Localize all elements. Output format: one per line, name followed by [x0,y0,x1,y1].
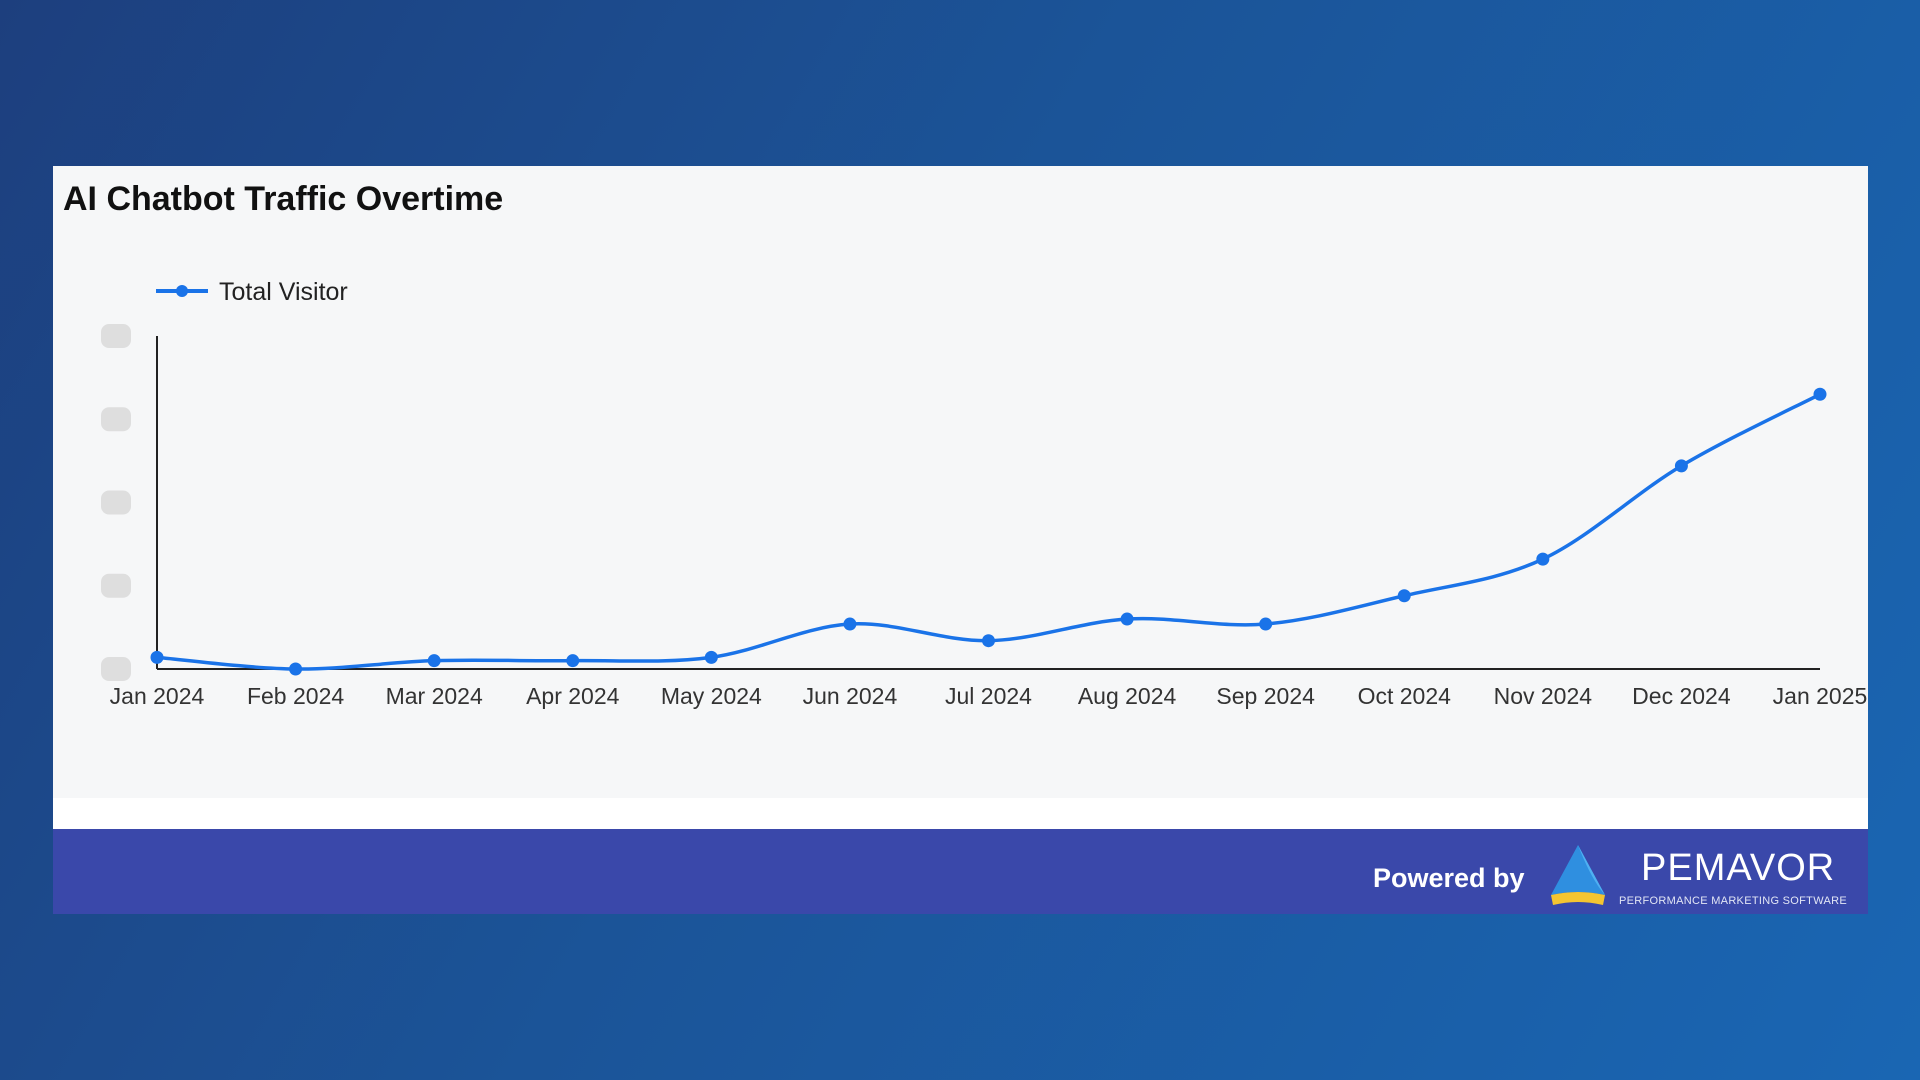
data-point[interactable]: Mar 2024: 2.5 [427,654,441,668]
y-tick-label-obscured [101,573,131,598]
line-chart: Total Visitor Jan 2024: 3.5 Feb 2024: 0 Ma… [101,278,1868,709]
powered-by-label: Powered by [1373,863,1525,893]
x-tick-label: Nov 2024 [1494,683,1593,709]
data-point[interactable]: Jan 2024: 3.5 [150,650,164,664]
data-point[interactable]: Nov 2024: 33 [1536,552,1550,566]
x-tick-label: Dec 2024 [1632,683,1731,709]
x-tick-label: Jun 2024 [803,683,898,709]
legend-point-marker [176,285,188,297]
brand-tagline: PERFORMANCE MARKETING SOFTWARE [1619,895,1847,907]
chart-title: AI Chatbot Traffic Overtime [63,180,504,218]
brand-name: PEMAVOR [1641,847,1836,889]
footer-bar: Powered by PEMAVOR PERFORMANCE MARKETING… [53,829,1868,914]
x-tick-label: Aug 2024 [1078,683,1177,709]
x-tick-label: Feb 2024 [247,683,344,709]
y-tick-label-obscured [101,490,131,515]
x-tick-label: Mar 2024 [386,683,483,709]
data-point[interactable]: Dec 2024: 61 [1674,459,1688,473]
obscured-y-tick-labels [101,324,131,681]
data-point[interactable]: Aug 2024: 15 [1120,612,1134,626]
x-tick-label: Apr 2024 [526,683,620,709]
data-point[interactable]: Jul 2024: 8.5 [982,634,995,648]
series-line-total-visitor [156,392,1821,671]
chart-card: AI Chatbot Traffic Overtime Total Visito… [53,166,1868,798]
y-tick-label-obscured [101,657,131,681]
pemavor-logo-icon [1551,845,1605,905]
card-spacer [53,798,1868,829]
data-point[interactable]: Jun 2024: 13.5 [843,617,857,631]
x-tick-label: May 2024 [661,683,762,709]
data-point[interactable]: May 2024: 3.5 [704,650,718,664]
data-point[interactable]: Sep 2024: 13.5 [1259,617,1273,631]
x-tick-label: Jan 2025 [1773,683,1868,709]
x-tick-label: Sep 2024 [1216,683,1315,709]
data-point[interactable]: Oct 2024: 22 [1397,589,1411,603]
data-point[interactable]: Feb 2024: 0 [289,662,303,676]
x-tick-label: Jan 2024 [110,683,205,709]
chart-legend: Total Visitor [156,278,348,306]
legend-label-total-visitor: Total Visitor [219,278,348,306]
x-tick-label: Oct 2024 [1358,683,1452,709]
y-tick-label-obscured [101,407,131,432]
x-tick-label: Jul 2024 [945,683,1032,709]
y-tick-label-obscured [101,324,131,348]
data-point[interactable]: Apr 2024: 2.5 [566,654,580,668]
data-point[interactable]: Jan 2025: 82.5 [1813,387,1827,401]
